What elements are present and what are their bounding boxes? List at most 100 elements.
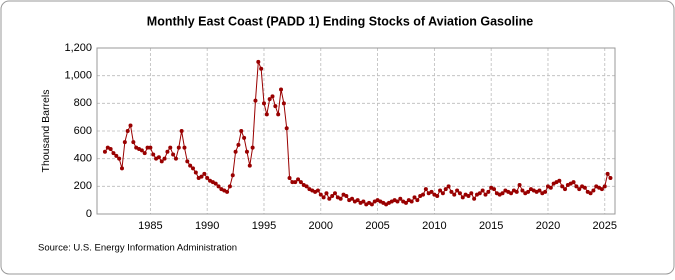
data-point	[509, 191, 514, 196]
data-point	[188, 163, 193, 168]
data-point	[156, 155, 161, 160]
data-point	[330, 194, 335, 199]
data-point	[259, 66, 264, 71]
data-point	[457, 191, 462, 196]
data-point	[361, 199, 366, 204]
data-point	[281, 101, 286, 106]
y-tick-label: 800	[74, 97, 92, 109]
data-point	[284, 126, 289, 131]
data-point	[176, 145, 181, 150]
data-point	[261, 101, 266, 106]
x-tick-label: 2010	[422, 220, 446, 232]
data-point	[582, 185, 587, 190]
data-point	[435, 194, 440, 199]
data-point	[324, 191, 329, 196]
data-point	[168, 145, 173, 150]
data-point	[560, 184, 565, 189]
x-tick-label: 2000	[309, 220, 333, 232]
data-point	[185, 159, 190, 164]
data-point	[114, 153, 119, 158]
data-point	[443, 187, 448, 192]
data-point	[244, 149, 249, 154]
data-point	[202, 171, 207, 176]
data-point	[290, 180, 295, 185]
data-point	[233, 149, 238, 154]
data-point	[480, 188, 485, 193]
x-tick-label: 2015	[479, 220, 503, 232]
data-point	[446, 184, 451, 189]
data-point	[247, 163, 252, 168]
data-point	[131, 140, 136, 145]
data-point	[577, 187, 582, 192]
data-point	[102, 149, 107, 154]
data-point	[151, 152, 156, 157]
data-point	[599, 187, 604, 192]
data-point	[142, 151, 147, 156]
data-point	[162, 156, 167, 161]
data-point	[276, 112, 281, 117]
data-point	[171, 152, 176, 157]
y-axis-label: Thousand Barrels	[40, 90, 52, 173]
data-point	[602, 184, 607, 189]
source: Source: U.S. Energy Information Administ…	[38, 243, 237, 254]
data-point	[279, 87, 284, 92]
x-tick-label: 2005	[365, 220, 389, 232]
data-point	[216, 184, 221, 189]
chart-title: Monthly East Coast (PADD 1) Ending Stock…	[147, 14, 533, 28]
data-point	[273, 104, 278, 109]
data-point	[148, 145, 153, 150]
data-point	[304, 184, 309, 189]
data-point	[253, 98, 258, 103]
data-point	[398, 196, 403, 201]
data-point	[139, 148, 144, 153]
data-point	[327, 196, 332, 201]
x-tick-label: 2025	[593, 220, 617, 232]
data-point	[543, 189, 548, 194]
data-point	[369, 202, 374, 207]
data-point	[230, 173, 235, 178]
data-point	[591, 188, 596, 193]
data-point	[173, 156, 178, 161]
data-point	[125, 129, 130, 133]
data-point	[242, 135, 247, 140]
data-point	[270, 94, 275, 99]
data-point	[117, 156, 122, 161]
data-point	[264, 112, 269, 117]
data-point	[199, 174, 204, 179]
data-point	[469, 191, 474, 196]
data-point	[190, 166, 195, 171]
data-point	[548, 185, 553, 190]
x-tick-label: 2020	[536, 220, 560, 232]
y-tick-label: 200	[74, 180, 92, 192]
data-point	[193, 170, 198, 175]
data-point	[492, 187, 497, 192]
data-point	[256, 59, 261, 64]
data-point	[128, 123, 133, 128]
data-point	[421, 192, 426, 197]
data-point	[477, 191, 482, 196]
x-tick-label: 1985	[138, 220, 162, 232]
data-point	[472, 196, 477, 201]
data-point	[332, 191, 337, 196]
data-point	[159, 159, 164, 164]
data-point	[483, 192, 488, 197]
y-tick-label: 1,000	[64, 70, 92, 82]
data-point	[486, 189, 491, 194]
data-point	[455, 188, 460, 193]
plot-border	[96, 47, 616, 215]
data-point	[236, 142, 241, 147]
data-point	[526, 189, 531, 194]
data-point	[557, 178, 562, 183]
data-point	[213, 181, 218, 186]
data-point	[466, 194, 471, 199]
data-point	[182, 145, 187, 150]
data-point	[460, 195, 465, 200]
y-tick-label: 1,200	[64, 42, 92, 54]
data-point	[423, 187, 428, 192]
data-point	[605, 171, 610, 176]
data-point	[250, 145, 255, 150]
data-point	[227, 184, 232, 189]
x-tick-label: 1995	[252, 220, 276, 232]
data-point	[412, 195, 417, 200]
